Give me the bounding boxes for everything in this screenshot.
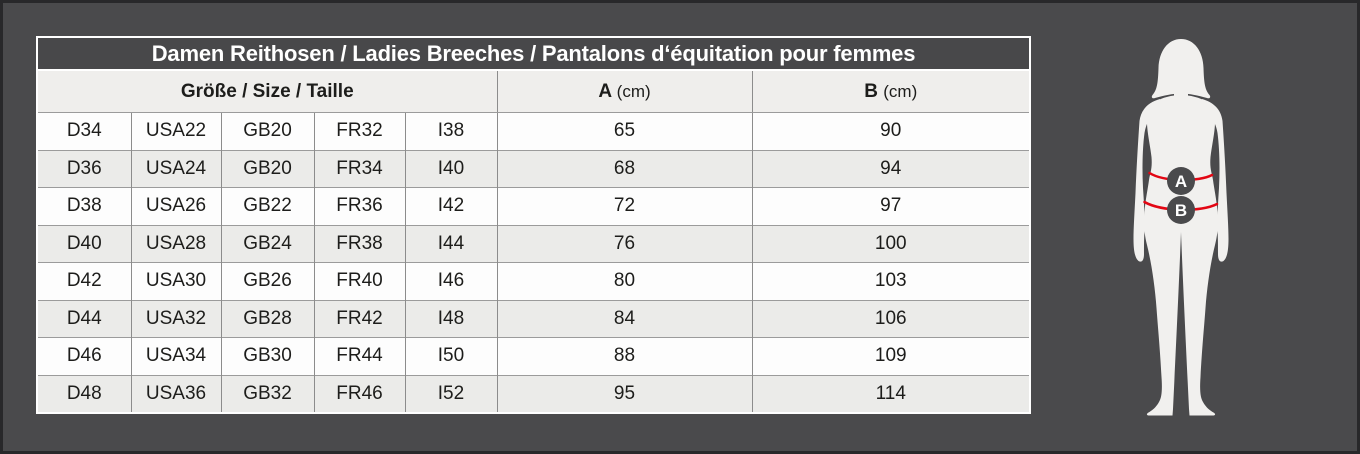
cell-size-gb: GB20 (220, 112, 314, 150)
cell-size-fr: FR40 (313, 262, 405, 300)
silhouette-right-arm (1202, 99, 1229, 262)
cell-size-it: I40 (404, 149, 497, 188)
cell-size-gb: GB24 (220, 224, 314, 263)
cell-measure-a: 80 (496, 262, 752, 300)
cell-size-de: D34 (38, 112, 131, 150)
marker-a-badge (1167, 167, 1195, 195)
cell-size-gb: GB32 (220, 374, 314, 412)
cell-size-de: D42 (38, 262, 131, 300)
cell-size-fr: FR34 (313, 149, 405, 188)
cell-measure-b: 106 (751, 299, 1029, 338)
cell-size-de: D36 (38, 149, 131, 188)
cell-size-gb: GB22 (220, 187, 314, 225)
table-title: Damen Reithosen / Ladies Breeches / Pant… (38, 38, 1029, 71)
cell-size-de: D48 (38, 374, 131, 412)
column-header-a-label: A (598, 80, 612, 102)
cell-measure-a: 95 (496, 374, 752, 412)
table-row: D48 USA36 GB32 FR46 I52 95 114 (38, 374, 1029, 412)
table-row: D46 USA34 GB30 FR44 I50 88 109 (38, 337, 1029, 375)
cell-size-it: I50 (404, 337, 497, 375)
cell-size-fr: FR36 (313, 187, 405, 225)
cell-size-fr: FR32 (313, 112, 405, 150)
cell-size-it: I44 (404, 224, 497, 263)
cell-size-usa: USA34 (130, 337, 221, 375)
cell-measure-b: 94 (751, 149, 1029, 188)
cell-size-usa: USA24 (130, 149, 221, 188)
cell-size-de: D40 (38, 224, 131, 263)
cell-size-it: I38 (404, 112, 497, 150)
cell-size-fr: FR46 (313, 374, 405, 412)
column-header-a: A (cm) (496, 70, 752, 113)
table-row: D42 USA30 GB26 FR40 I46 80 103 (38, 262, 1029, 300)
marker-a-label: A (1175, 172, 1187, 191)
cell-size-de: D46 (38, 337, 131, 375)
cell-size-it: I46 (404, 262, 497, 300)
table-row: D36 USA24 GB20 FR34 I40 68 94 (38, 149, 1029, 188)
column-header-a-unit: (cm) (616, 81, 651, 101)
cell-measure-b: 90 (751, 112, 1029, 150)
measurement-figure: A B (1129, 37, 1233, 416)
cell-measure-b: 97 (751, 187, 1029, 225)
cell-size-gb: GB30 (220, 337, 314, 375)
silhouette-neck (1174, 70, 1188, 101)
table-header-row: Größe / Size / Taille A (cm) B (cm) (38, 70, 1029, 113)
cell-measure-a: 88 (496, 337, 752, 375)
cell-measure-b: 114 (751, 374, 1029, 412)
cell-measure-a: 76 (496, 224, 752, 263)
cell-measure-b: 103 (751, 262, 1029, 300)
cell-size-usa: USA26 (130, 187, 221, 225)
cell-size-gb: GB20 (220, 149, 314, 188)
size-group-header: Größe / Size / Taille (38, 70, 497, 113)
column-header-b-label: B (864, 80, 878, 102)
cell-size-usa: USA36 (130, 374, 221, 412)
cell-size-gb: GB26 (220, 262, 314, 300)
column-header-b-unit: (cm) (883, 81, 918, 101)
cell-size-fr: FR42 (313, 299, 405, 338)
cell-measure-a: 84 (496, 299, 752, 338)
marker-b-badge (1167, 196, 1195, 224)
table-row: D34 USA22 GB20 FR32 I38 65 90 (38, 112, 1029, 150)
cell-size-it: I52 (404, 374, 497, 412)
cell-measure-b: 100 (751, 224, 1029, 263)
size-table-body: D34 USA22 GB20 FR32 I38 65 90 D36 USA24 … (38, 112, 1029, 412)
marker-b-label: B (1175, 201, 1187, 220)
table-row: D44 USA32 GB28 FR42 I48 84 106 (38, 299, 1029, 338)
table-row: D40 USA28 GB24 FR38 I44 76 100 (38, 224, 1029, 263)
silhouette-head-hair (1151, 39, 1211, 99)
cell-size-usa: USA22 (130, 112, 221, 150)
cell-size-de: D38 (38, 187, 131, 225)
cell-size-fr: FR38 (313, 224, 405, 263)
table-row: D38 USA26 GB22 FR36 I42 72 97 (38, 187, 1029, 225)
table-title-row: Damen Reithosen / Ladies Breeches / Pant… (38, 38, 1029, 71)
cell-measure-a: 72 (496, 187, 752, 225)
cell-size-it: I48 (404, 299, 497, 338)
cell-size-gb: GB28 (220, 299, 314, 338)
cell-size-it: I42 (404, 187, 497, 225)
cell-size-usa: USA28 (130, 224, 221, 263)
cell-measure-a: 68 (496, 149, 752, 188)
cell-measure-b: 109 (751, 337, 1029, 375)
silhouette-left-arm (1133, 99, 1160, 262)
woman-silhouette-diagram: A B (1133, 39, 1229, 416)
column-header-b: B (cm) (751, 70, 1029, 113)
cell-size-de: D44 (38, 299, 131, 338)
cell-size-usa: USA32 (130, 299, 221, 338)
cell-size-usa: USA30 (130, 262, 221, 300)
cell-size-fr: FR44 (313, 337, 405, 375)
cell-measure-a: 65 (496, 112, 752, 150)
leg-gap-shade (1172, 232, 1190, 416)
size-table-container: Damen Reithosen / Ladies Breeches / Pant… (36, 36, 1031, 414)
size-table: Damen Reithosen / Ladies Breeches / Pant… (38, 38, 1029, 412)
